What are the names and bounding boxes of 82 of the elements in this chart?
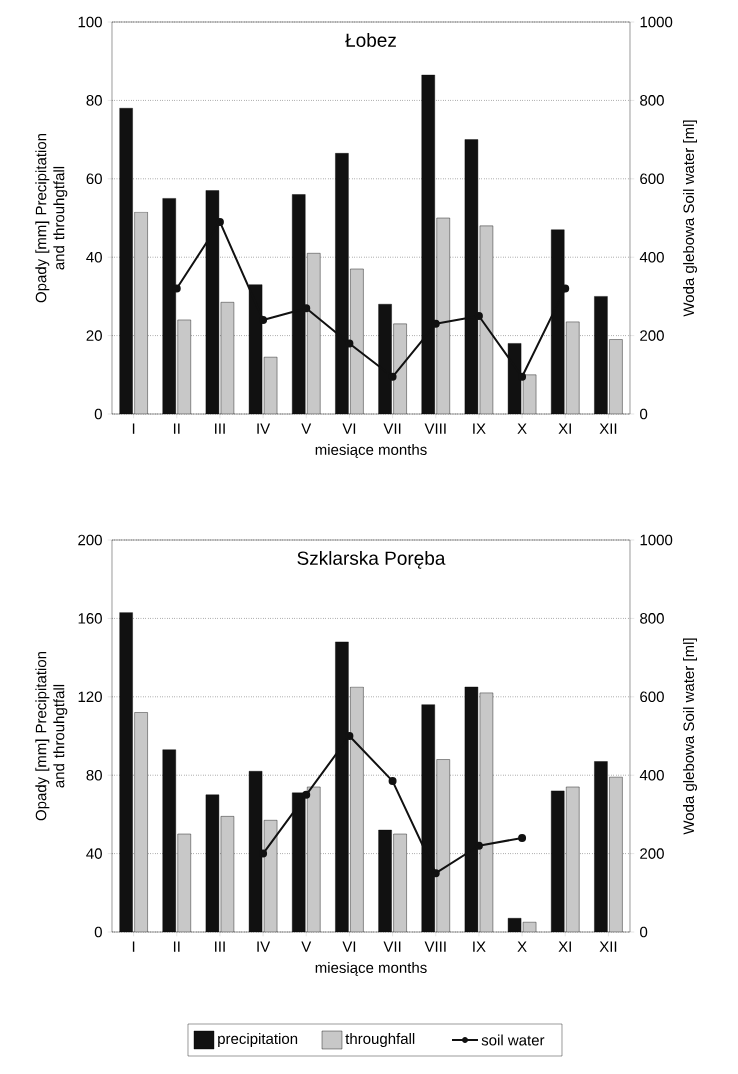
x-tick-label: XI <box>558 423 571 434</box>
x-tick-label: IX <box>473 423 486 434</box>
bar <box>162 749 176 933</box>
chart-title: Łobez <box>345 32 396 47</box>
y2-tick-label: 0 <box>640 408 648 420</box>
x-tick-label: X <box>517 941 527 952</box>
bar <box>551 790 565 933</box>
x-tick-label: V <box>301 423 312 434</box>
bar <box>378 830 392 933</box>
x-tick-label: X <box>517 423 527 434</box>
y-tick-label: 0 <box>94 408 102 420</box>
x-tick-label: VIII <box>424 423 446 434</box>
y-axis-title: Opady [mm] Precipitation and throuhgtfall <box>35 651 68 821</box>
x-axis-title: miesiące months <box>315 961 427 976</box>
y-tick-label: 80 <box>86 95 102 106</box>
y-tick-label: 120 <box>78 691 102 703</box>
y2-tick-label: 200 <box>640 330 664 341</box>
y2-tick-label: 600 <box>640 691 664 703</box>
x-tick-label: I <box>132 423 135 434</box>
bar <box>436 218 450 415</box>
y-tick-label: 200 <box>78 534 102 546</box>
y2-tick-label: 0 <box>640 926 648 938</box>
x-tick-label: II <box>173 941 180 952</box>
x-tick-label: XII <box>599 423 617 434</box>
legend-label: throughfall <box>345 1033 415 1047</box>
x-tick-label: VI <box>342 941 356 952</box>
point <box>388 777 397 786</box>
bar <box>134 212 148 415</box>
bar <box>594 296 608 415</box>
bar <box>307 786 321 933</box>
bar <box>350 687 364 933</box>
x-tick-label: III <box>215 423 225 434</box>
y-axis-title: Opady [mm] Precipitation and throuhgtfall <box>35 133 68 303</box>
y2-tick-label: 600 <box>640 173 664 185</box>
y-tick-label: 0 <box>94 926 102 938</box>
y2-tick-label: 1000 <box>640 534 673 546</box>
x-axis-title: miesiące months <box>315 444 427 458</box>
x-tick-label: IV <box>257 941 271 952</box>
y2-tick-label: 400 <box>639 769 664 781</box>
y2-tick-label: 800 <box>640 613 664 624</box>
bar <box>177 834 191 933</box>
bar <box>566 321 580 415</box>
bar <box>393 834 407 933</box>
x-tick-label: VIII <box>424 941 446 952</box>
point <box>302 790 311 799</box>
y2-axis-title: Woda glebowa Soil water [ml] <box>683 120 698 317</box>
y-tick-label: 60 <box>86 173 102 185</box>
x-tick-label: VII <box>383 941 401 952</box>
bar <box>436 759 450 933</box>
x-tick-label: II <box>173 423 180 434</box>
x-tick-label: I <box>132 941 135 952</box>
bar <box>609 776 623 933</box>
y-tick-label: 40 <box>86 251 102 263</box>
x-tick-label: VII <box>383 423 401 434</box>
y-tick-label: 100 <box>78 16 102 28</box>
y-tick-label: 40 <box>86 848 102 859</box>
x-tick-label: III <box>215 941 225 952</box>
y2-tick-label: 800 <box>640 95 664 106</box>
x-tick-label: XII <box>599 941 617 952</box>
bar <box>134 712 148 933</box>
y2-tick-label: 400 <box>639 251 664 263</box>
y-tick-label: 20 <box>86 330 102 341</box>
y-tick-label: 80 <box>86 769 102 781</box>
x-tick-label: IX <box>473 941 486 952</box>
bar <box>566 786 580 933</box>
legend-label: soil water <box>481 1034 545 1046</box>
point <box>518 833 527 842</box>
x-tick-label: XI <box>558 941 571 952</box>
bar <box>609 339 623 415</box>
bar <box>594 761 608 933</box>
x-tick-label: IV <box>257 423 271 434</box>
y2-axis-title: Woda glebowa Soil water [ml] <box>683 638 698 835</box>
bar <box>177 319 191 415</box>
bar <box>119 612 133 933</box>
y-tick-label: 160 <box>78 613 102 624</box>
y2-tick-label: 200 <box>640 848 664 859</box>
legend-label: precipitation <box>218 1033 298 1047</box>
x-tick-label: V <box>301 941 312 952</box>
x-tick-label: VI <box>342 423 356 434</box>
text: Szklarska Poręba <box>297 550 446 569</box>
y2-tick-label: 1000 <box>640 16 673 28</box>
bar <box>119 108 133 415</box>
